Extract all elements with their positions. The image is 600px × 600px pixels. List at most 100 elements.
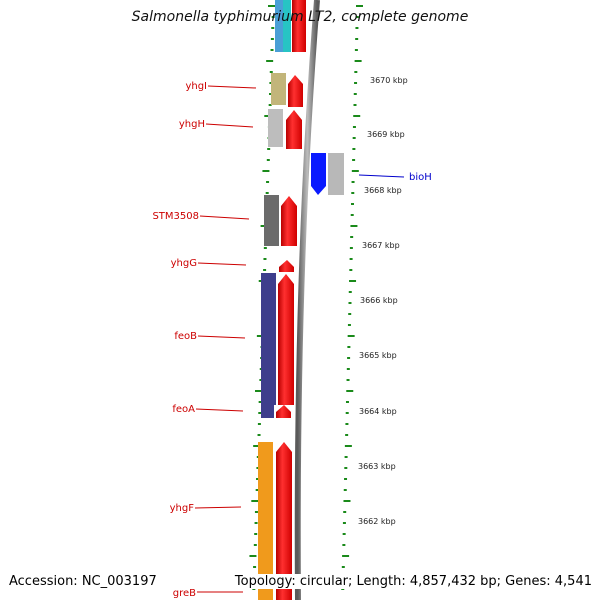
cds-yhgH[interactable] bbox=[286, 110, 302, 149]
ruler-tick bbox=[268, 5, 275, 7]
ruler-tick bbox=[251, 500, 259, 502]
ruler-tick bbox=[270, 49, 274, 51]
ruler-tick bbox=[349, 269, 353, 271]
ruler-tick bbox=[352, 126, 356, 128]
ruler-tick bbox=[342, 533, 346, 535]
ruler-tick bbox=[344, 478, 348, 480]
genome-backbone bbox=[294, 0, 320, 600]
gene-partial-blue[interactable] bbox=[275, 0, 284, 52]
gene-yhgI[interactable] bbox=[271, 73, 286, 105]
label-yhgG: yhgG bbox=[171, 258, 197, 269]
ruler-tick bbox=[346, 390, 354, 392]
ruler-tick bbox=[345, 423, 349, 425]
ruler-tick bbox=[267, 148, 271, 150]
ruler-tick bbox=[351, 181, 355, 183]
cds-partial-top[interactable] bbox=[292, 0, 306, 52]
gene-yhgH[interactable] bbox=[268, 109, 283, 147]
gene-bioH[interactable] bbox=[311, 153, 326, 195]
ruler-tick bbox=[268, 104, 272, 106]
gene-feoB[interactable] bbox=[261, 273, 276, 405]
ruler-tick bbox=[345, 412, 349, 414]
ruler-tick bbox=[256, 478, 260, 480]
ruler-tick bbox=[349, 247, 353, 249]
ruler-tick bbox=[352, 137, 356, 139]
ruler-tick bbox=[263, 269, 267, 271]
ruler-tick bbox=[354, 60, 362, 62]
cds-yhgI[interactable] bbox=[288, 75, 303, 107]
ruler-tick bbox=[259, 379, 263, 381]
ruler-tick bbox=[249, 555, 257, 557]
cds-yhgG[interactable] bbox=[279, 260, 294, 272]
ruler-tick bbox=[342, 522, 346, 524]
cds-STM3508[interactable] bbox=[281, 196, 297, 246]
ruler-tick bbox=[266, 181, 270, 183]
ruler-tick bbox=[355, 16, 359, 18]
ruler-tick bbox=[344, 456, 348, 458]
ruler-tick bbox=[344, 445, 352, 447]
ruler-tick bbox=[349, 280, 357, 282]
ruler-tick bbox=[349, 258, 353, 260]
ruler-tick bbox=[351, 192, 355, 194]
genome-title: Salmonella typhimurium LT2, complete gen… bbox=[131, 9, 469, 25]
label-yhgI: yhgI bbox=[185, 81, 207, 92]
ruler-tick bbox=[258, 412, 262, 414]
ruler-tick bbox=[269, 82, 273, 84]
ruler-tick bbox=[266, 159, 270, 161]
gene-partial-cyan[interactable] bbox=[283, 0, 291, 52]
ruler-tick bbox=[342, 555, 350, 557]
ruler-tick bbox=[345, 401, 349, 403]
ruler-label-3665: 3665 kbp bbox=[359, 351, 397, 360]
ruler-tick bbox=[271, 16, 275, 18]
cds-bioH[interactable] bbox=[328, 153, 344, 195]
ruler-tick bbox=[255, 489, 259, 491]
ruler-tick bbox=[253, 544, 257, 546]
gene-STM3508[interactable] bbox=[264, 195, 279, 246]
ruler-tick bbox=[354, 49, 358, 51]
ruler-tick bbox=[271, 27, 275, 29]
ruler-tick bbox=[353, 115, 361, 117]
ruler-tick bbox=[344, 467, 348, 469]
ruler-tick bbox=[346, 379, 350, 381]
ruler-tick bbox=[347, 324, 351, 326]
label-yhgH: yhgH bbox=[179, 119, 205, 130]
ruler-tick bbox=[343, 511, 347, 513]
ruler-tick bbox=[347, 335, 355, 337]
label-feoB: feoB bbox=[174, 331, 197, 342]
ruler-tick bbox=[350, 225, 358, 227]
cds-yhgF[interactable] bbox=[276, 442, 292, 600]
label-feoA: feoA bbox=[172, 404, 195, 415]
gene-feoA[interactable] bbox=[261, 405, 274, 418]
ruler-tick bbox=[263, 258, 267, 260]
ruler-tick bbox=[262, 170, 270, 172]
ruler-label-3666: 3666 kbp bbox=[360, 296, 398, 305]
ruler-label-3664: 3664 kbp bbox=[359, 407, 397, 416]
ruler-tick bbox=[352, 159, 356, 161]
ruler-label-3670: 3670 kbp bbox=[370, 76, 408, 85]
ruler-tick bbox=[348, 302, 352, 304]
ruler-tick bbox=[353, 93, 357, 95]
ruler-tick bbox=[256, 335, 264, 337]
label-lines bbox=[194, 85, 405, 593]
ruler-tick bbox=[356, 5, 363, 7]
ruler-tick bbox=[341, 566, 345, 568]
gene-yhgF[interactable] bbox=[258, 442, 273, 600]
ruler-tick bbox=[351, 170, 359, 172]
ruler-tick bbox=[254, 511, 258, 513]
ruler-tick bbox=[258, 401, 262, 403]
ruler-tick bbox=[355, 27, 359, 29]
ruler-tick bbox=[347, 357, 351, 359]
ruler-tick bbox=[269, 71, 273, 73]
ruler-tick bbox=[348, 313, 352, 315]
ruler-tick bbox=[343, 489, 347, 491]
cds-feoB[interactable] bbox=[278, 274, 294, 405]
ruler-tick bbox=[269, 93, 273, 95]
label-greB: greB bbox=[173, 588, 196, 599]
ruler-tick bbox=[346, 368, 350, 370]
ruler-tick bbox=[350, 203, 354, 205]
ruler-tick bbox=[257, 423, 261, 425]
cds-feoA[interactable] bbox=[276, 405, 291, 418]
ruler-label-3663: 3663 kbp bbox=[358, 462, 396, 471]
ruler-tick bbox=[270, 38, 274, 40]
ruler-tick bbox=[341, 588, 345, 590]
